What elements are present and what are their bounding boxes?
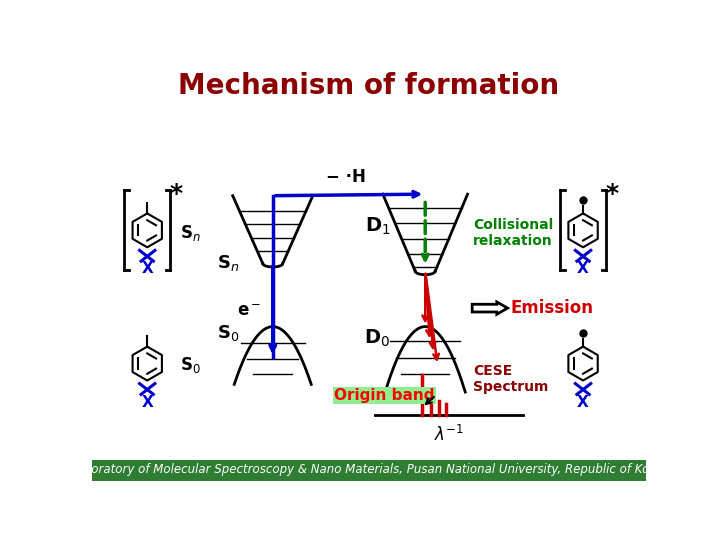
Text: X: X — [141, 395, 153, 409]
Text: S$_0$: S$_0$ — [179, 355, 200, 375]
Text: D$_0$: D$_0$ — [364, 327, 390, 349]
Text: Emission: Emission — [510, 299, 594, 317]
Text: X: X — [577, 395, 589, 409]
Text: Mechanism of formation: Mechanism of formation — [179, 72, 559, 100]
Text: *: * — [170, 182, 183, 206]
Bar — [333, 387, 436, 403]
Text: − ·H: − ·H — [326, 168, 366, 186]
Text: S$_0$: S$_0$ — [217, 323, 239, 343]
Text: X: X — [141, 261, 153, 276]
Text: $\lambda^{-1}$: $\lambda^{-1}$ — [434, 425, 464, 446]
Text: Laboratory of Molecular Spectroscopy & Nano Materials, Pusan National University: Laboratory of Molecular Spectroscopy & N… — [70, 463, 668, 476]
Text: S$_n$: S$_n$ — [179, 222, 200, 242]
FancyArrow shape — [472, 302, 508, 314]
Text: Collisional
relaxation: Collisional relaxation — [473, 218, 553, 248]
Text: S$_n$: S$_n$ — [217, 253, 239, 273]
Text: CESE
Spectrum: CESE Spectrum — [473, 363, 549, 394]
Text: *: * — [606, 182, 619, 206]
Text: D$_1$: D$_1$ — [364, 216, 390, 237]
Bar — [92, 460, 647, 481]
Text: X: X — [577, 261, 589, 276]
Text: Origin band: Origin band — [334, 388, 435, 403]
Text: e$^-$: e$^-$ — [237, 302, 261, 320]
